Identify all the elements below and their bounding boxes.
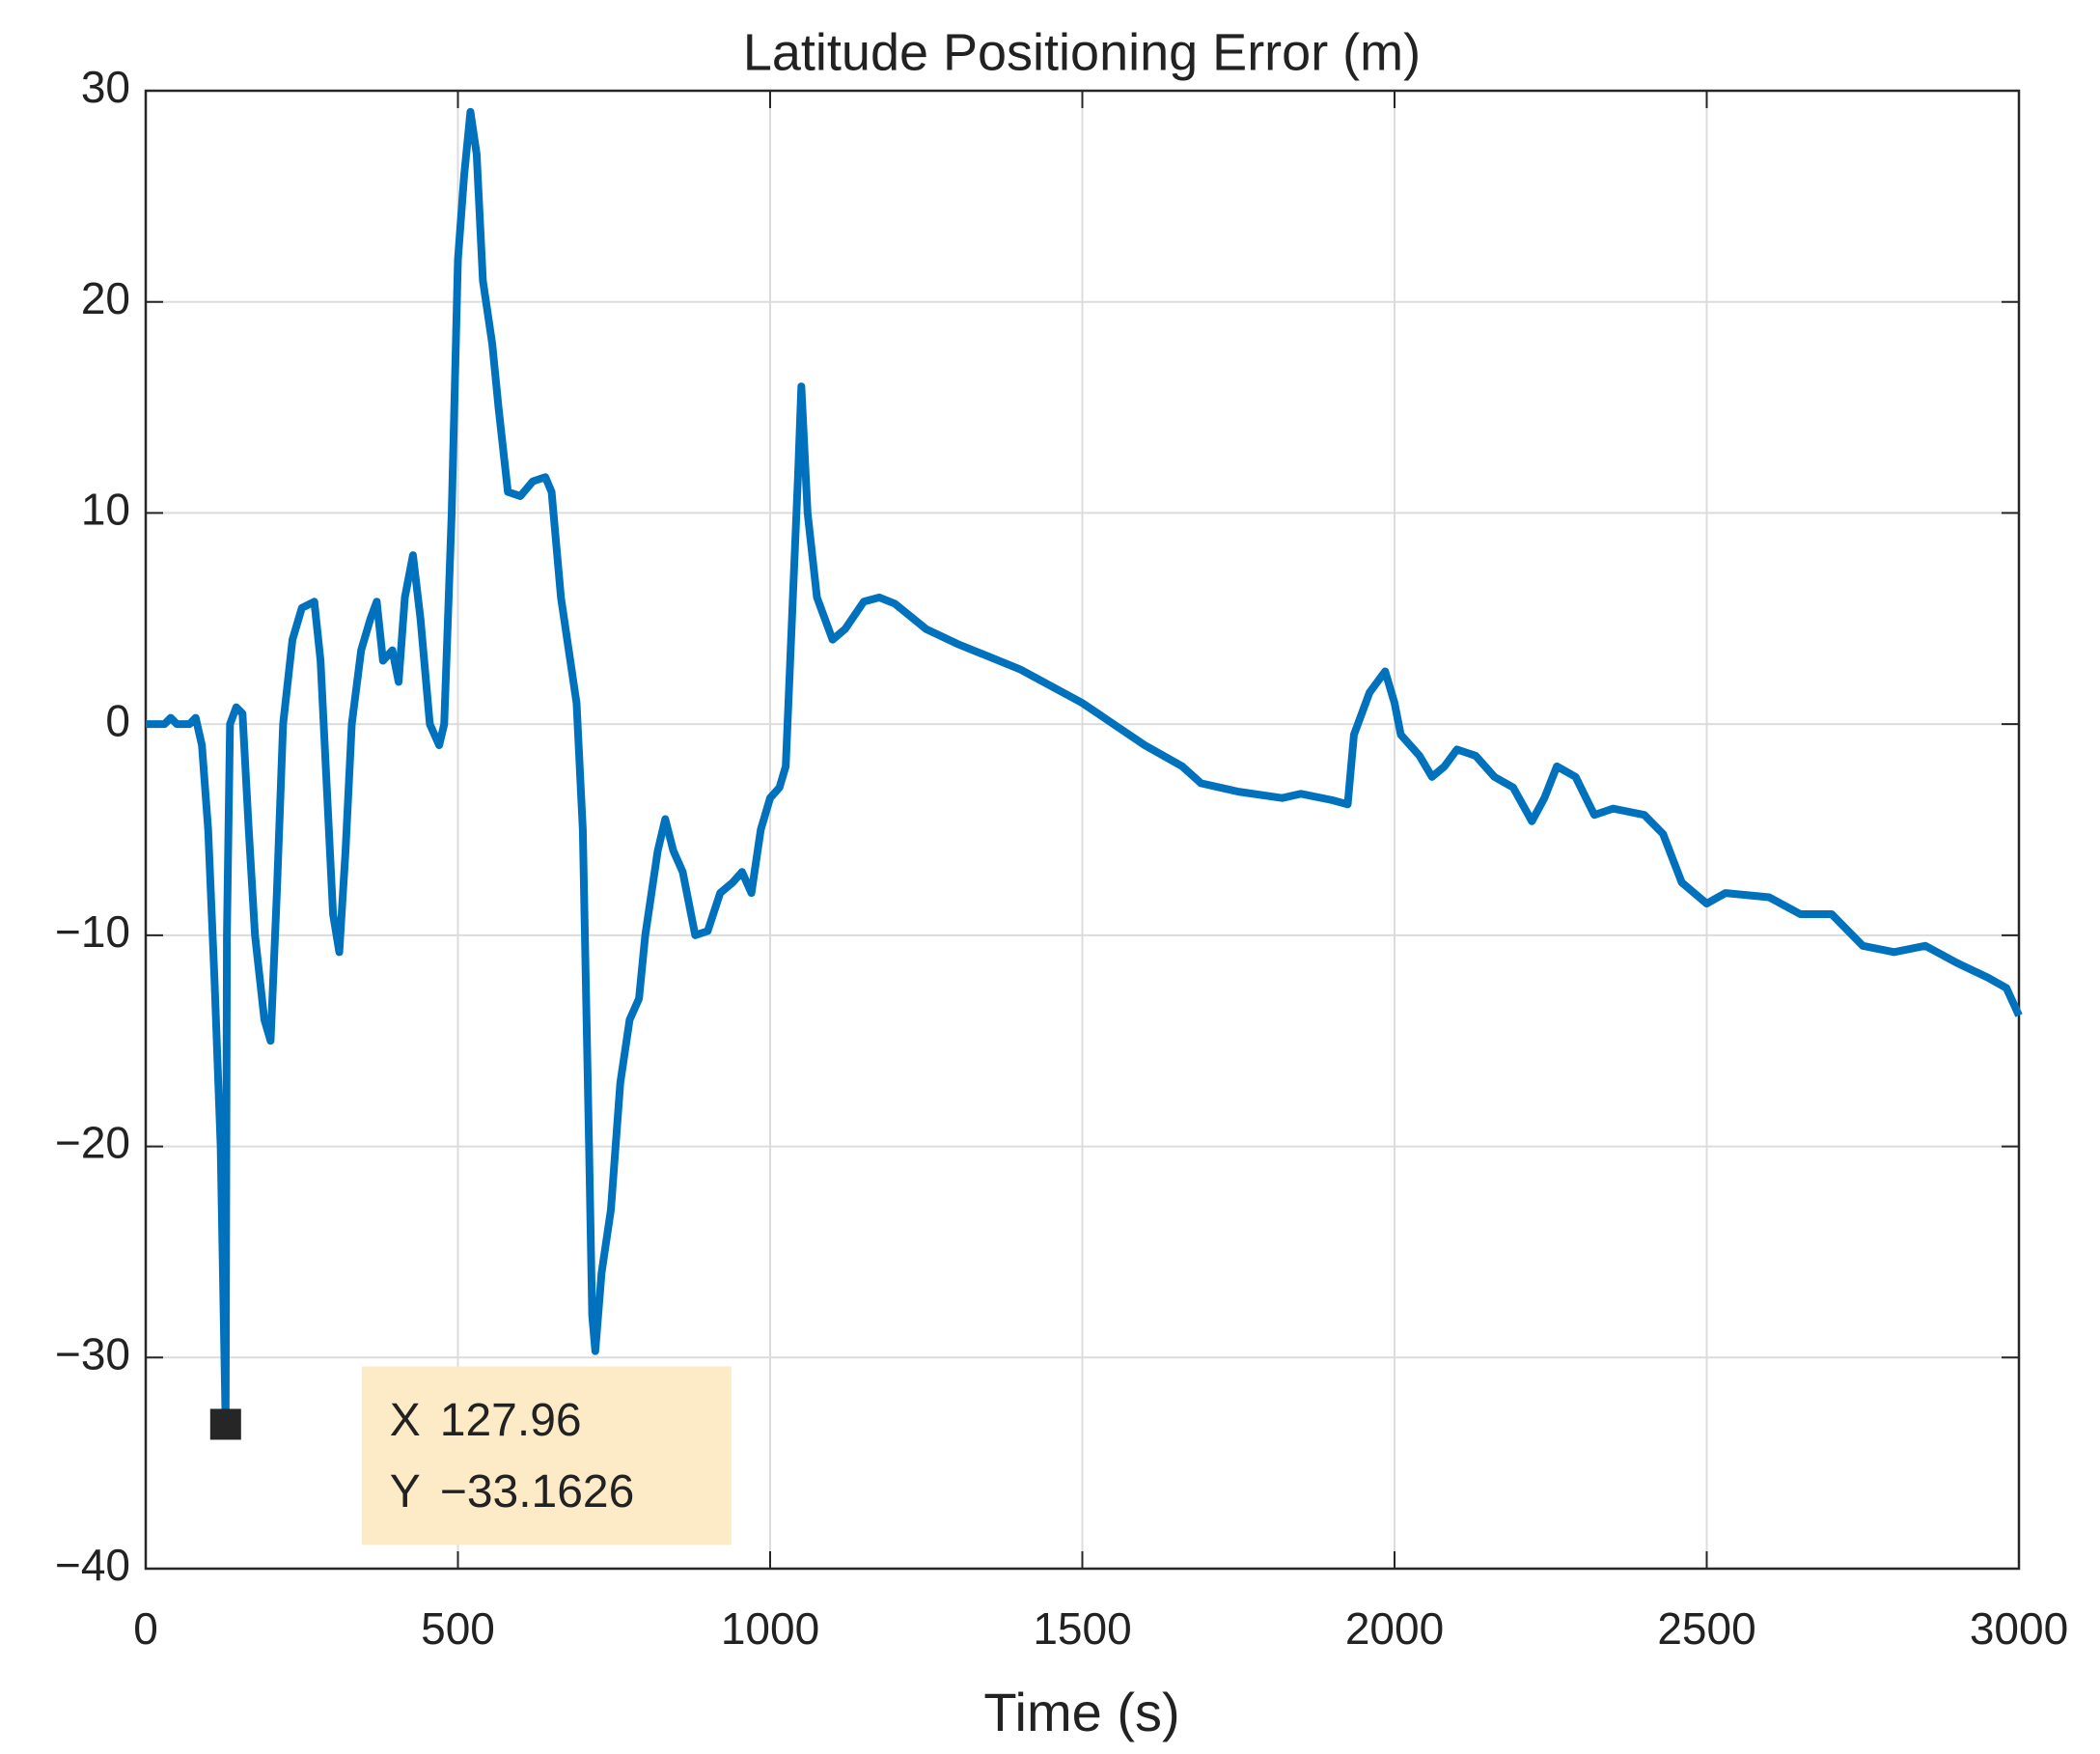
datatip-box (361, 1366, 732, 1545)
x-tick-label: 1500 (1033, 1603, 1131, 1654)
x-tick-label: 3000 (1970, 1603, 2068, 1654)
x-tick-label: 2000 (1345, 1603, 1444, 1654)
y-tick-label: 0 (105, 695, 130, 745)
datatip-marker (209, 1408, 241, 1440)
datatip-x-value: 127.96 (440, 1395, 582, 1446)
data-line (146, 107, 2023, 1429)
chart-title: Latitude Positioning Error (m) (743, 23, 1421, 81)
y-tick-label: 20 (81, 273, 130, 323)
x-axis-label: Time (s) (983, 1682, 1179, 1742)
y-tick-label: −30 (55, 1328, 130, 1378)
y-tick-label: −40 (55, 1540, 130, 1590)
datatip-y-name: Y (390, 1466, 421, 1517)
datatip-x-name: X (390, 1395, 421, 1446)
x-tick-label: 500 (421, 1603, 495, 1654)
datatip-y-value: −33.1626 (440, 1466, 635, 1517)
y-tick-label: 10 (81, 485, 130, 535)
y-tick-label: −20 (55, 1118, 130, 1168)
y-tick-label: −10 (55, 906, 130, 957)
x-tick-label: 1000 (721, 1603, 819, 1654)
x-tick-label: 2500 (1657, 1603, 1755, 1654)
axes-box (144, 89, 2021, 1571)
y-tick-label: 30 (81, 62, 130, 112)
x-tick-label: 0 (133, 1603, 158, 1654)
